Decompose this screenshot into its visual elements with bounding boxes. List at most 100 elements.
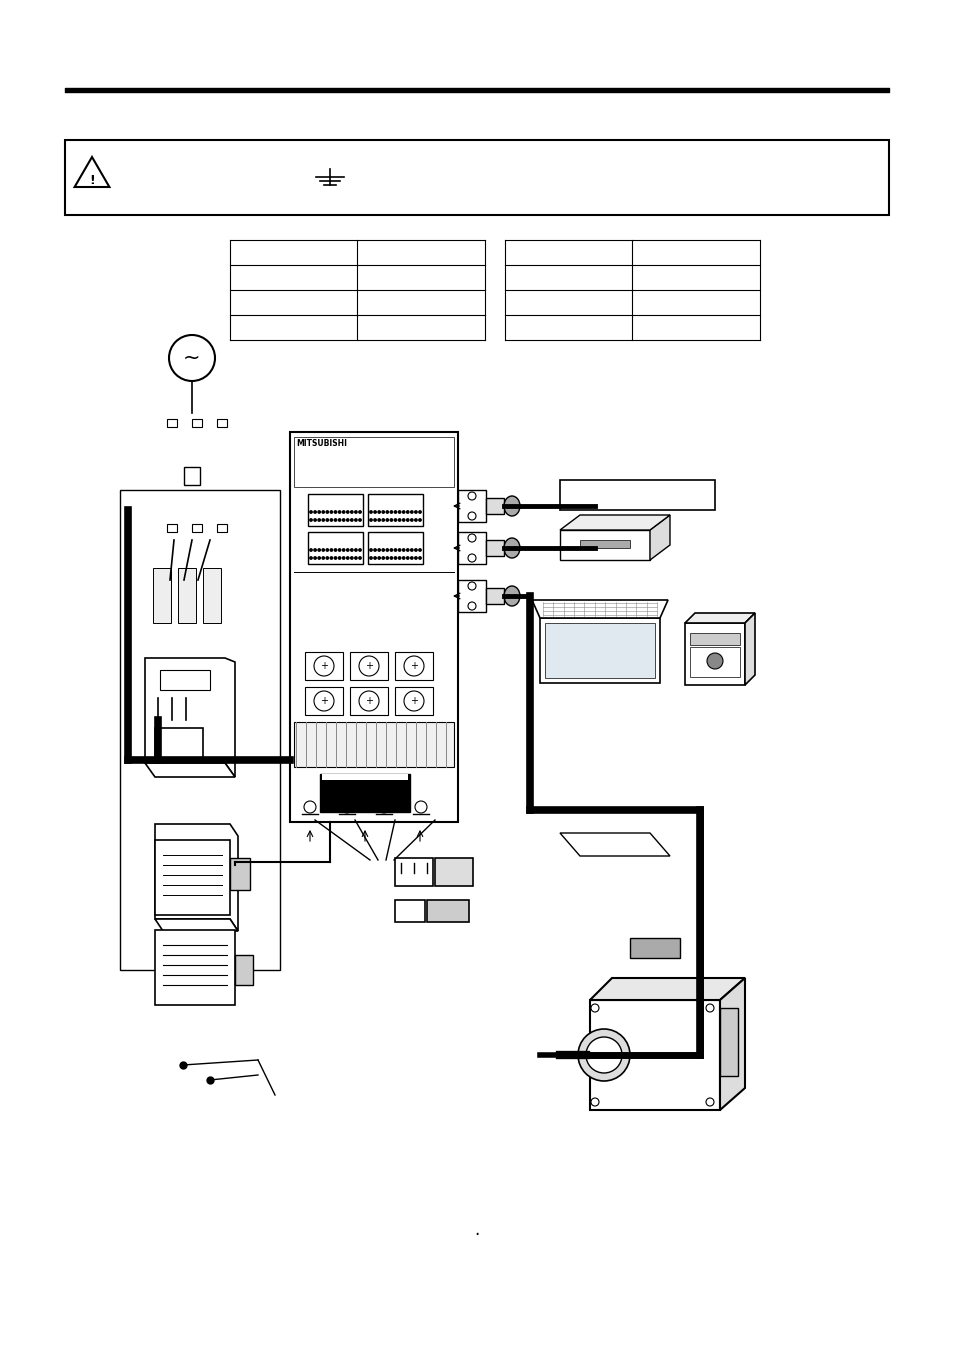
- Circle shape: [415, 519, 416, 521]
- Bar: [395, 900, 424, 921]
- Circle shape: [314, 549, 316, 551]
- Circle shape: [406, 549, 409, 551]
- Circle shape: [355, 511, 356, 513]
- Circle shape: [415, 549, 416, 551]
- Bar: [629, 938, 679, 958]
- Bar: [350, 653, 388, 680]
- Circle shape: [381, 511, 384, 513]
- Circle shape: [326, 511, 328, 513]
- Circle shape: [370, 557, 372, 559]
- Circle shape: [394, 511, 396, 513]
- Circle shape: [590, 1004, 598, 1012]
- Circle shape: [374, 557, 375, 559]
- Circle shape: [351, 557, 353, 559]
- Bar: [689, 634, 740, 644]
- Circle shape: [326, 519, 328, 521]
- Circle shape: [322, 549, 324, 551]
- Circle shape: [330, 519, 333, 521]
- Circle shape: [377, 557, 380, 559]
- Circle shape: [402, 519, 404, 521]
- Polygon shape: [684, 613, 754, 623]
- Circle shape: [585, 1038, 621, 1073]
- Polygon shape: [720, 978, 744, 1111]
- Circle shape: [342, 511, 344, 513]
- Circle shape: [310, 549, 312, 551]
- Bar: [319, 774, 410, 812]
- Bar: [457, 490, 485, 521]
- Circle shape: [374, 511, 375, 513]
- Ellipse shape: [503, 496, 519, 516]
- Bar: [305, 688, 343, 715]
- Circle shape: [334, 557, 336, 559]
- Circle shape: [342, 549, 344, 551]
- Bar: [305, 653, 343, 680]
- Circle shape: [314, 511, 316, 513]
- Circle shape: [386, 557, 388, 559]
- Text: +: +: [365, 696, 373, 707]
- Bar: [192, 524, 202, 532]
- Circle shape: [342, 519, 344, 521]
- Circle shape: [351, 549, 353, 551]
- Bar: [395, 688, 433, 715]
- Bar: [435, 858, 473, 886]
- Circle shape: [402, 557, 404, 559]
- Polygon shape: [539, 617, 659, 684]
- Bar: [290, 432, 457, 821]
- Text: +: +: [410, 696, 417, 707]
- Bar: [427, 900, 469, 921]
- Bar: [154, 929, 234, 1005]
- Text: +: +: [410, 661, 417, 671]
- Circle shape: [355, 557, 356, 559]
- Circle shape: [706, 653, 722, 669]
- Bar: [589, 1000, 720, 1111]
- Circle shape: [334, 549, 336, 551]
- Circle shape: [342, 557, 344, 559]
- Bar: [234, 955, 253, 985]
- Circle shape: [398, 519, 400, 521]
- Circle shape: [317, 557, 320, 559]
- Circle shape: [415, 557, 416, 559]
- Bar: [485, 540, 503, 557]
- Bar: [684, 623, 744, 685]
- Text: MITSUBISHI: MITSUBISHI: [295, 439, 347, 449]
- Bar: [559, 480, 714, 509]
- Text: +: +: [319, 696, 328, 707]
- Circle shape: [358, 549, 361, 551]
- Polygon shape: [559, 515, 669, 530]
- Polygon shape: [649, 515, 669, 561]
- Bar: [120, 490, 280, 970]
- Bar: [167, 524, 177, 532]
- Bar: [457, 532, 485, 563]
- Circle shape: [398, 557, 400, 559]
- Circle shape: [322, 557, 324, 559]
- Circle shape: [330, 549, 333, 551]
- Circle shape: [394, 519, 396, 521]
- Circle shape: [418, 511, 421, 513]
- Circle shape: [386, 511, 388, 513]
- Bar: [689, 647, 740, 677]
- Circle shape: [346, 549, 349, 551]
- Circle shape: [317, 519, 320, 521]
- Circle shape: [377, 511, 380, 513]
- Circle shape: [705, 1098, 713, 1106]
- Text: !: !: [89, 173, 94, 186]
- Circle shape: [406, 519, 409, 521]
- Bar: [368, 494, 422, 526]
- Circle shape: [406, 557, 409, 559]
- Circle shape: [590, 1098, 598, 1106]
- Circle shape: [314, 557, 316, 559]
- Circle shape: [317, 511, 320, 513]
- Circle shape: [351, 511, 353, 513]
- Polygon shape: [744, 613, 754, 685]
- Circle shape: [346, 511, 349, 513]
- Circle shape: [418, 519, 421, 521]
- Circle shape: [330, 511, 333, 513]
- Bar: [216, 524, 227, 532]
- Circle shape: [374, 519, 375, 521]
- Circle shape: [418, 557, 421, 559]
- Circle shape: [314, 519, 316, 521]
- Circle shape: [398, 549, 400, 551]
- Polygon shape: [154, 919, 237, 931]
- Circle shape: [355, 549, 356, 551]
- Circle shape: [381, 519, 384, 521]
